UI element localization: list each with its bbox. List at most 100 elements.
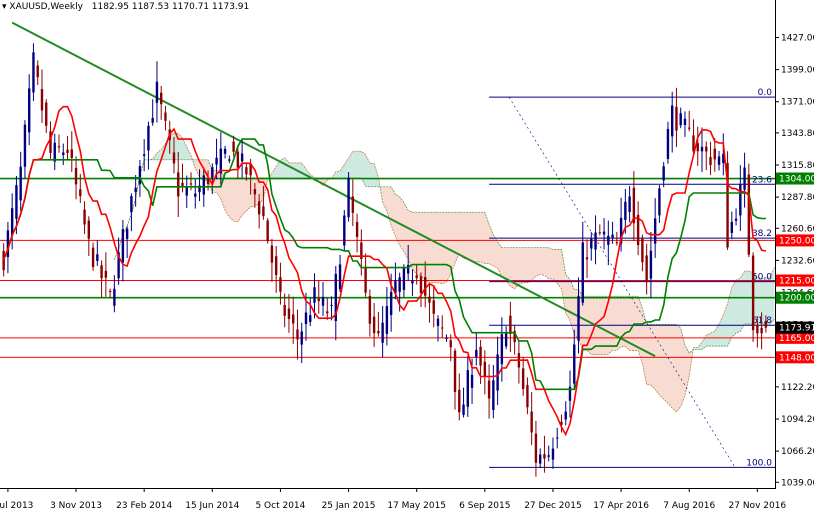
candle-body <box>142 154 146 156</box>
dropdown-arrow-icon[interactable]: ▾ <box>2 2 7 12</box>
trendline[interactable] <box>11 21 656 358</box>
candle-body <box>385 306 389 334</box>
cloud-segment <box>186 147 192 160</box>
candle-body <box>449 340 452 348</box>
cloud-segment <box>663 324 668 404</box>
level-price-box <box>776 331 814 344</box>
kijun-sen-line <box>2 138 766 391</box>
cloud-segment <box>391 186 396 237</box>
candle-body <box>585 257 589 260</box>
cloud-segment <box>220 170 226 211</box>
candle-body <box>564 411 567 420</box>
level-price-label: 1165.00 <box>779 334 814 344</box>
chart-frame <box>0 0 776 489</box>
candle-body <box>300 331 303 345</box>
time-tick-label: 17 Apr 2016 <box>593 501 649 511</box>
time-axis[interactable]: 14 Jul 2013 3 Nov 2013 23 Feb 2014 15 Jun 2… <box>0 488 786 511</box>
candle-body <box>513 330 516 343</box>
candle-body <box>274 256 278 275</box>
cloud-segment <box>280 157 285 178</box>
candle-body <box>338 264 342 290</box>
cloud-segment <box>352 151 358 178</box>
time-tick-label: 17 May 2015 <box>387 501 446 511</box>
cloud-segment <box>357 151 362 178</box>
candle-body <box>347 177 350 218</box>
descending-trendline[interactable] <box>11 21 656 358</box>
candle-body <box>747 174 751 255</box>
candle-body <box>292 314 295 324</box>
cloud-segment <box>761 277 766 324</box>
candle-body <box>479 346 482 366</box>
cloud-segment <box>731 279 737 338</box>
candle-body <box>287 308 291 319</box>
candle-body <box>636 214 640 246</box>
cloud-segment <box>510 247 515 289</box>
current-price-box <box>776 321 814 334</box>
candle-body <box>270 245 274 263</box>
candle-body <box>283 304 286 316</box>
candle-body <box>232 141 235 152</box>
candle-body <box>223 148 227 154</box>
cloud-segment <box>233 177 238 222</box>
time-tick-label: 14 Jul 2013 <box>0 501 33 511</box>
price-tick-label: 1039.00 <box>781 478 814 488</box>
candle-body <box>40 88 44 111</box>
cloud-segment <box>676 324 681 412</box>
candle-body <box>236 151 240 168</box>
cloud-segment <box>361 151 366 187</box>
cloud-segment <box>706 333 711 347</box>
cloud-segment <box>195 159 200 177</box>
cloud-segment <box>582 296 588 351</box>
candle-body <box>134 187 137 192</box>
cloud-segment <box>544 247 549 279</box>
cloud-segment <box>569 279 575 335</box>
cloud-segment <box>518 247 524 285</box>
cloud-segment <box>680 328 685 407</box>
candle-body <box>326 311 329 314</box>
candle-body <box>475 349 478 358</box>
candle-body <box>560 421 563 425</box>
candle-body <box>253 189 257 195</box>
ichimoku-lines <box>2 105 767 437</box>
candle-body <box>658 188 661 216</box>
cloud-segment <box>765 277 771 324</box>
price-tick-label: 1066.20 <box>781 447 814 457</box>
cloud-segment <box>344 157 349 178</box>
candle-body <box>62 152 65 156</box>
candle-body <box>717 156 721 165</box>
cloud-segment <box>442 212 447 284</box>
fib-level-label: 0.0 <box>758 88 773 98</box>
cloud-segment <box>386 186 392 226</box>
candle-body <box>206 178 210 184</box>
fib-level-label: 38.2 <box>752 229 772 239</box>
candle-body <box>377 330 380 334</box>
candle-body <box>526 385 529 408</box>
level-price-label: 1200.00 <box>779 294 814 304</box>
candle-body <box>215 157 218 165</box>
candle-body <box>756 325 759 334</box>
candle-body <box>57 146 61 148</box>
candle-body <box>381 322 384 343</box>
cloud-segment <box>702 335 707 350</box>
candle-body <box>125 228 129 239</box>
candle-body <box>688 127 691 129</box>
candle-body <box>257 201 261 215</box>
candle-body <box>577 296 580 341</box>
candle-body <box>87 220 91 239</box>
candle-body <box>108 291 112 293</box>
candle-body <box>543 454 546 459</box>
price-axis[interactable]: 1427.00 1399.00 1371.00 1343.80 1315.80 1287.… <box>775 34 814 489</box>
candle-body <box>594 232 597 250</box>
cloud-segment <box>723 303 728 347</box>
candle-body <box>538 454 542 464</box>
cloud-segment <box>437 212 443 284</box>
candle-body <box>245 167 248 175</box>
candle-body <box>619 217 623 244</box>
candle-body <box>19 166 22 201</box>
candle-body <box>739 184 742 216</box>
cloud-segment <box>476 212 481 262</box>
cloud-segment <box>719 315 724 347</box>
candle-body <box>313 287 316 303</box>
candle-body <box>172 152 176 164</box>
